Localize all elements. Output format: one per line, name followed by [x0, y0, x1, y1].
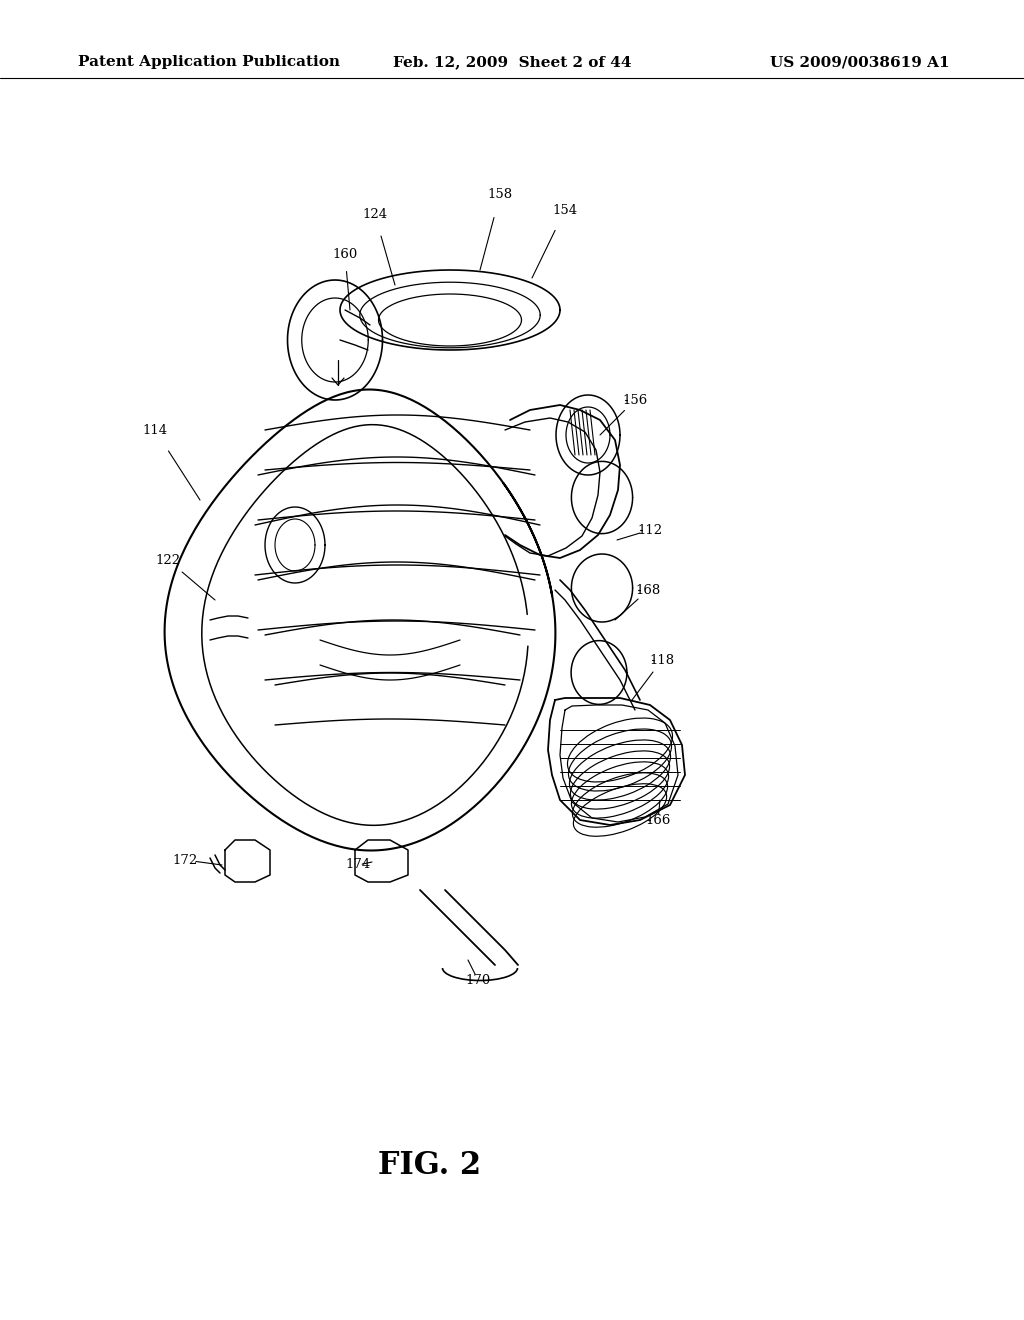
Text: 158: 158 [487, 189, 513, 202]
Text: 122: 122 [156, 553, 180, 566]
Text: 114: 114 [142, 424, 168, 437]
Text: 170: 170 [465, 974, 490, 986]
Text: 156: 156 [623, 393, 647, 407]
Text: 118: 118 [649, 653, 675, 667]
Text: US 2009/0038619 A1: US 2009/0038619 A1 [770, 55, 950, 69]
Text: FIG. 2: FIG. 2 [379, 1150, 481, 1180]
Text: 172: 172 [172, 854, 198, 866]
Text: 168: 168 [635, 583, 660, 597]
Text: 124: 124 [362, 209, 387, 222]
Text: 160: 160 [333, 248, 357, 261]
Text: 154: 154 [552, 203, 578, 216]
Text: Patent Application Publication: Patent Application Publication [78, 55, 340, 69]
Text: 174: 174 [345, 858, 371, 871]
Text: 166: 166 [645, 813, 671, 826]
Text: Feb. 12, 2009  Sheet 2 of 44: Feb. 12, 2009 Sheet 2 of 44 [393, 55, 631, 69]
Text: 112: 112 [637, 524, 663, 536]
